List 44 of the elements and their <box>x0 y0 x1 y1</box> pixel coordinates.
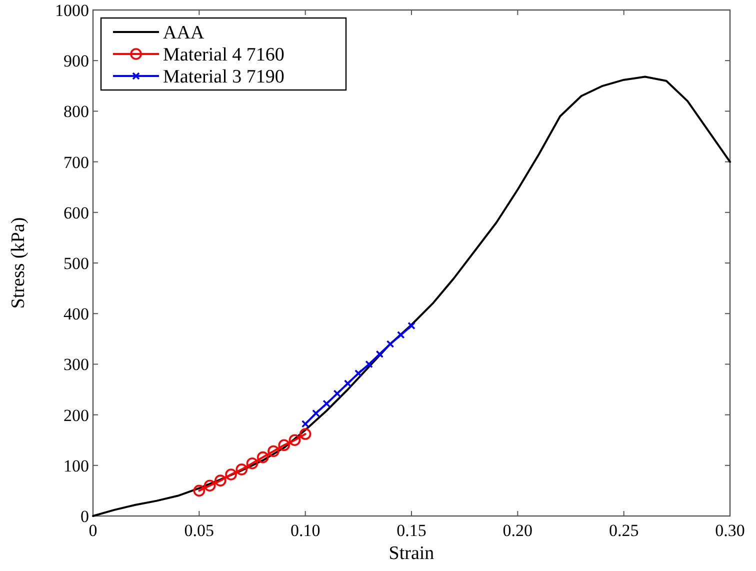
point <box>312 409 320 418</box>
point <box>288 434 301 446</box>
y-tick-label: 0 <box>80 506 89 526</box>
point <box>299 428 312 440</box>
x-tick-label: 0.05 <box>184 521 214 540</box>
point <box>193 484 206 497</box>
point <box>301 420 310 428</box>
legend-label: Material 4 7160 <box>163 44 284 66</box>
point <box>365 360 373 368</box>
point <box>396 330 405 339</box>
point <box>204 480 216 492</box>
legend-label: AAA <box>163 22 204 44</box>
y-tick-label: 500 <box>64 254 89 273</box>
point <box>386 340 394 348</box>
y-tick-label: 300 <box>64 355 89 374</box>
x-tick-label: 0.25 <box>608 521 639 540</box>
point <box>408 322 416 330</box>
point <box>246 457 258 470</box>
point <box>344 380 352 388</box>
point <box>236 464 248 476</box>
point <box>333 390 342 398</box>
x-tick-label: 0.20 <box>502 521 533 540</box>
y-tick-label: 900 <box>64 52 89 71</box>
y-axis-title: Stress (kPa) <box>8 217 29 309</box>
point <box>225 468 237 480</box>
point <box>268 445 280 458</box>
point <box>214 474 226 486</box>
x-tick-label: 0.15 <box>396 521 426 540</box>
point <box>278 439 290 452</box>
y-tick-label: 700 <box>64 152 89 172</box>
x-tick-label: 0.10 <box>290 521 320 540</box>
point <box>376 350 384 358</box>
y-tick-label: 100 <box>64 456 89 476</box>
point <box>256 451 269 464</box>
y-tick-label: 200 <box>64 406 89 425</box>
y-tick-label: 1000 <box>55 0 89 20</box>
point <box>322 400 330 408</box>
y-tick-label: 600 <box>64 203 89 222</box>
point <box>354 369 362 378</box>
y-tick-label: 400 <box>64 304 89 324</box>
y-tick-label: 800 <box>64 102 89 122</box>
x-axis-title: Strain <box>388 543 435 564</box>
x-tick-label: 0.30 <box>715 521 745 540</box>
legend-label: Material 3 7190 <box>163 66 284 88</box>
